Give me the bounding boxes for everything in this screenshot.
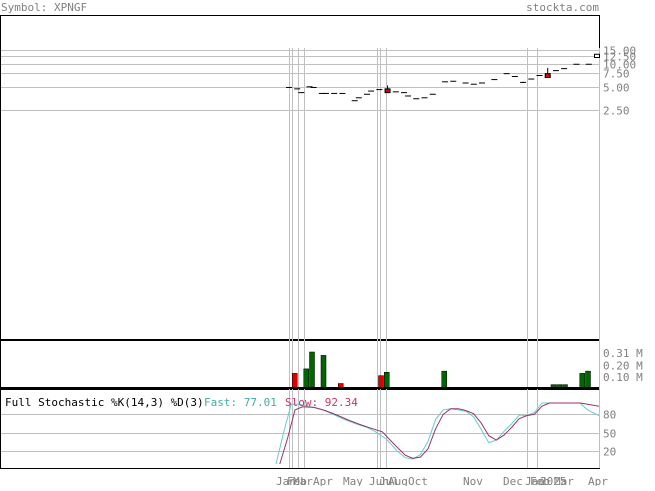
x-axis-month-label: Jul xyxy=(379,475,399,486)
site-label[interactable]: stockta.com xyxy=(526,1,599,14)
volume-bar xyxy=(309,351,315,389)
volume-tick-label: 0.31 M xyxy=(603,347,643,360)
x-axis-month-label: Mar xyxy=(293,475,313,486)
stochastic-tick-label: 50 xyxy=(603,428,616,441)
volume-bar xyxy=(378,375,384,389)
volume-bar xyxy=(292,373,298,389)
stochastic-slow-label: Slow: 92.34 xyxy=(285,396,358,409)
volume-series xyxy=(1,351,599,389)
volume-bar xyxy=(585,370,591,389)
symbol-label: Symbol: XPNGF xyxy=(1,1,87,14)
x-axis-month-label: 2025 xyxy=(540,475,567,486)
stochastic-title: Full Stochastic %K(14,3) %D(3) xyxy=(5,396,204,409)
volume-panel-frame xyxy=(0,340,600,389)
stochastic-tick-label: 80 xyxy=(603,409,616,422)
grid-layer xyxy=(1,48,600,468)
x-axis-month-label: Dec xyxy=(503,475,523,486)
volume-bar xyxy=(441,370,447,389)
price-candle xyxy=(594,53,600,58)
price-series xyxy=(286,53,600,102)
price-tick-label: 7.50 xyxy=(603,68,630,81)
price-candle xyxy=(384,88,391,94)
x-axis-month-label: Oct xyxy=(408,475,428,486)
x-axis-month-label: Mar xyxy=(554,475,574,486)
x-axis-month-label: Feb xyxy=(287,475,307,486)
x-axis-month-label: Aug xyxy=(388,475,408,486)
x-axis-month-label: Jan xyxy=(525,475,545,486)
volume-bar xyxy=(303,368,309,389)
volume-tick-label: 0.20 M xyxy=(603,360,643,373)
x-axis-month-label: Nov xyxy=(463,475,483,486)
price-tick-label: 5.00 xyxy=(603,82,630,95)
volume-tick-label: 0.10 M xyxy=(603,371,643,384)
volume-bar xyxy=(579,373,585,389)
x-axis-month-label: Apr xyxy=(588,475,608,486)
price-tick-label: 12.50 xyxy=(603,51,636,64)
x-axis-month-label: May xyxy=(343,475,363,486)
stochastic-fast-label: Fast: 77.01 xyxy=(204,396,277,409)
price-tick-label: 15.00 xyxy=(603,45,636,58)
price-tick-label: 10.00 xyxy=(603,59,636,72)
volume-bar xyxy=(384,372,390,389)
price-candle xyxy=(544,73,551,78)
volume-bar xyxy=(320,355,327,389)
x-axis-month-label: Jun xyxy=(369,475,389,486)
stochastic-tick-label: 20 xyxy=(603,446,616,459)
x-axis-month-label: Feb xyxy=(530,475,550,486)
x-axis-month-label: Jan xyxy=(276,475,296,486)
stochastic-slow-line xyxy=(279,402,600,465)
price-tick-label: 2.50 xyxy=(603,105,630,118)
stochastic-series xyxy=(275,402,600,465)
x-axis-month-label: Apr xyxy=(313,475,333,486)
